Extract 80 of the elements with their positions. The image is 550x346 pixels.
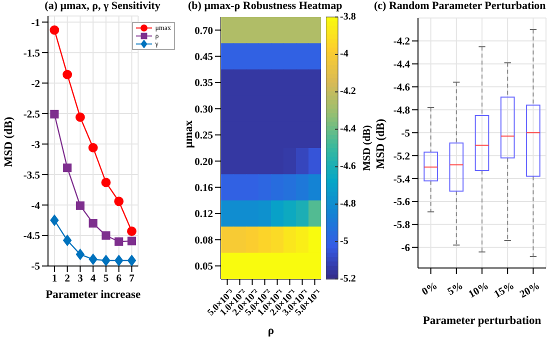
x-tick-label: 3 [78, 273, 83, 284]
point [50, 110, 59, 118]
y-tick-label: 0.25 [194, 130, 213, 142]
color-bar-label: -5 [340, 236, 348, 247]
point [102, 254, 110, 266]
point [127, 254, 136, 266]
x-tick-label: 10% [467, 280, 491, 301]
color-bar-title: MSD (dB) [362, 124, 373, 171]
x-tick-label: 6 [116, 273, 122, 284]
y-tick-label: -2 [31, 78, 40, 90]
point [102, 231, 110, 240]
y-tick-label: -1 [31, 18, 40, 29]
y-tick-label: -1.5 [23, 48, 40, 60]
x-tick-label: 15% [492, 280, 516, 301]
point [114, 254, 124, 266]
point [114, 237, 124, 246]
y-tick-label: -4.5 [23, 231, 40, 242]
y-tick-label: -5.2 [393, 151, 410, 162]
y-tick-label: 0.20 [194, 156, 213, 168]
y-tick-label: -4.8 [393, 105, 410, 116]
point [76, 248, 84, 260]
y-tick-label: 0.70 [194, 26, 213, 37]
x-axis-title: ρ [268, 325, 274, 337]
point [76, 201, 84, 210]
y-axis-title: MSD (dB) [375, 118, 388, 169]
chart-title: (a) μmax, ρ, γ Sensitivity [44, 0, 162, 12]
y-tick-label: 0.12 [194, 209, 213, 220]
y-axis-title: μmax [183, 120, 196, 148]
x-tick-label: 7 [129, 273, 134, 284]
point [127, 236, 136, 246]
x-tick-label: 5% [446, 280, 466, 298]
y-tick-label: -5.6 [393, 197, 410, 208]
y-tick-label: 0.30 [194, 104, 213, 116]
y-tick-label: 0.05 [194, 262, 213, 273]
color-bar-label: -4 [340, 48, 348, 60]
y-tick-label: -3.5 [23, 170, 40, 182]
point [63, 164, 72, 172]
point [62, 70, 72, 80]
y-tick-label: -5.4 [393, 174, 411, 186]
point [50, 25, 60, 35]
x-tick-label: 0% [420, 280, 440, 298]
y-tick-label: -4.4 [393, 60, 411, 71]
point [88, 254, 98, 265]
x-tick-label: 5 [103, 273, 109, 284]
x-tick-label: 2 [64, 273, 70, 284]
x-tick-label: 4 [90, 273, 96, 284]
y-tick-label: 0.35 [194, 78, 213, 90]
color-bar-label: -4.8 [340, 198, 356, 210]
point [101, 178, 111, 188]
point [127, 226, 136, 236]
point [88, 219, 98, 228]
y-tick-label: -4.6 [393, 82, 410, 94]
y-tick-label: -4.2 [393, 36, 410, 48]
x-axis-title: Parameter perturbation [422, 315, 542, 327]
chart-title: (b) μmax-ρ Robustness Heatmap [188, 0, 342, 12]
x-tick-label: 20% [518, 280, 542, 301]
y-tick-label: 0.45 [194, 52, 213, 64]
y-axis-title: MSD (dB) [3, 116, 16, 167]
chart-title: (c) Random Parameter Perturbation [374, 0, 546, 12]
color-bar-label: -3.8 [340, 11, 356, 22]
y-tick-label: -6 [401, 243, 410, 254]
y-tick-label: -5.8 [393, 220, 410, 232]
point [50, 214, 59, 226]
y-tick-label: -3 [31, 140, 40, 151]
point [88, 143, 98, 152]
x-tick-label: 1 [52, 273, 58, 284]
point [114, 196, 124, 206]
color-bar-label: -4.2 [340, 86, 356, 98]
point [63, 234, 72, 246]
color-bar-label: -5.2 [340, 273, 356, 284]
color-bar-label: -4.4 [340, 124, 356, 135]
x-axis-title: Parameter increase [46, 289, 141, 301]
y-tick-label: -5 [401, 128, 410, 140]
color-bar-label: -4.6 [340, 161, 356, 172]
y-tick-label: -5 [31, 262, 40, 273]
y-tick-label: 0.16 [194, 183, 213, 194]
y-tick-label: -4 [31, 200, 41, 212]
point [76, 112, 85, 122]
y-tick-label: 0.08 [194, 235, 213, 246]
y-tick-label: -2.5 [23, 109, 40, 120]
